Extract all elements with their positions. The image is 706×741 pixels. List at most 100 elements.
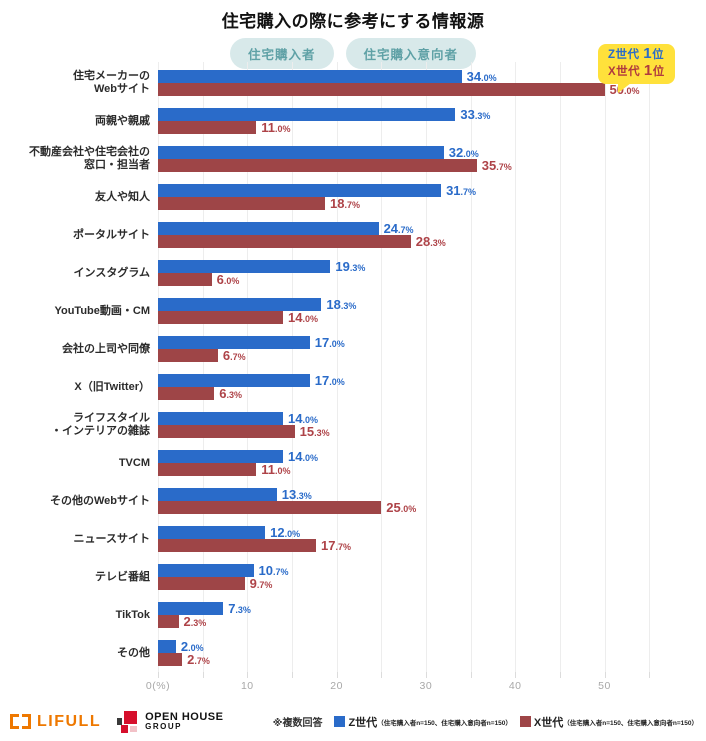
value-label: 6.3% <box>219 387 242 400</box>
value-int: 14 <box>288 411 303 426</box>
bar-group: 10.7% 9.7% <box>158 558 706 596</box>
category-label: ポータルサイト <box>0 216 158 254</box>
value-label: 34.0% <box>467 70 497 83</box>
value-int: 18 <box>329 196 345 211</box>
value-int: 17 <box>321 538 336 553</box>
category-label-line: TVCM <box>118 456 150 469</box>
value-int: 33 <box>460 107 475 122</box>
chart-row: 会社の上司や同僚 17.0% 6.7% <box>0 330 706 368</box>
value-label: 10.7% <box>259 564 289 577</box>
legend-detail: （住宅購入者n=150、住宅購入意向者n=150） <box>377 719 512 727</box>
bar-z-gen <box>158 374 310 387</box>
bar-z-gen <box>158 184 442 197</box>
badge-prospective-buyers: 住宅購入意向者 <box>345 38 477 69</box>
value-frac: .0% <box>329 377 345 387</box>
axis-tick <box>604 672 606 678</box>
value-int: 19 <box>335 259 350 274</box>
value-int: 32 <box>448 145 464 160</box>
value-label: 18.7% <box>330 197 360 210</box>
bar-z-gen <box>158 488 277 501</box>
value-int: 7 <box>228 601 236 616</box>
value-int: 13 <box>281 487 297 502</box>
value-frac: .7% <box>335 542 352 552</box>
axis-tick <box>425 672 427 678</box>
bar-z-gen <box>158 70 462 83</box>
gridline <box>158 62 159 672</box>
category-label-line: その他 <box>117 646 150 659</box>
gridline <box>559 62 561 672</box>
legend-swatch-icon <box>334 716 346 727</box>
category-label: TikTok <box>0 596 158 634</box>
bar-x-gen <box>158 463 257 476</box>
chart-row: YouTube動画・CM 18.3% 14.0% <box>0 292 706 330</box>
bar-z-gen <box>158 108 456 121</box>
category-label-line: 会社の上司や同僚 <box>62 342 150 355</box>
value-int: 2 <box>187 652 195 667</box>
openhouse-mark-block <box>121 725 129 733</box>
value-int: 28 <box>415 234 431 249</box>
openhouse-mark-block <box>117 718 123 725</box>
category-label: テレビ番組 <box>0 558 158 596</box>
category-label: ライフスタイル ・インテリアの雑誌 <box>0 406 158 444</box>
value-frac: .0% <box>481 73 497 83</box>
bar-group: 19.3% 6.0% <box>158 254 706 292</box>
value-label: 11.0% <box>261 463 290 476</box>
value-label: 14.0% <box>288 412 318 425</box>
value-label: 2.7% <box>187 653 210 666</box>
value-frac: .3% <box>474 111 491 121</box>
axis-tick-label: 30 <box>419 680 433 692</box>
category-label-line: ニュースサイト <box>73 532 150 545</box>
value-int: 18 <box>326 297 341 312</box>
bar-group: 13.3% 25.0% <box>158 482 706 520</box>
category-label-line: ライフスタイル <box>73 412 150 424</box>
gridline <box>291 62 293 672</box>
gridline <box>336 62 338 672</box>
category-label: インスタグラム <box>0 254 158 292</box>
bar-z-gen <box>158 146 444 159</box>
legend-item-x-gen: X世代 （住宅購入者n=150、住宅購入意向者n=150） <box>519 714 698 730</box>
value-label: 17.0% <box>315 374 345 387</box>
gridline <box>202 62 204 672</box>
value-frac: .0% <box>302 453 318 463</box>
value-int: 15 <box>299 424 315 439</box>
chart-rows: 住宅メーカーの Webサイト 34.0% 50.0% 両親や親戚 33.3% 11.0% 不動… <box>0 64 706 672</box>
legend-label: X世代 <box>533 716 564 729</box>
lifull-logo: LIFULL <box>10 713 101 731</box>
legend-detail: （住宅購入者n=150、住宅購入意向者n=150） <box>563 719 698 727</box>
value-label: 9.7% <box>250 577 273 590</box>
axis-tick-label: 0(%) <box>145 680 171 692</box>
legend-note: ※複数回答 <box>272 718 323 729</box>
value-frac: .0% <box>623 86 640 96</box>
value-label: 11.0% <box>261 121 290 134</box>
value-int: 14 <box>288 449 303 464</box>
chart-row: 不動産会社や住宅会社の 窓口・担当者 32.0% 35.7% <box>0 140 706 178</box>
category-label-line: 友人や知人 <box>95 190 150 203</box>
chart-row: ポータルサイト 24.7% 28.3% <box>0 216 706 254</box>
axis-tick <box>202 672 204 678</box>
category-label-line: インスタグラム <box>73 266 150 279</box>
value-frac: .0% <box>302 415 318 425</box>
value-label: 6.0% <box>217 273 240 286</box>
bar-x-gen <box>158 539 317 552</box>
value-label: 7.3% <box>228 602 251 615</box>
bar-x-gen <box>158 159 477 172</box>
openhouse-mark-block <box>130 726 138 732</box>
bar-group: 14.0% 15.3% <box>158 406 706 444</box>
category-label: YouTube動画・CM <box>0 292 158 330</box>
bar-x-gen <box>158 653 183 666</box>
value-int: 9 <box>249 576 257 591</box>
bar-group: 32.0% 35.7% <box>158 140 706 178</box>
chart-row: TVCM 14.0% 11.0% <box>0 444 706 482</box>
category-label-line: 住宅メーカーの <box>73 70 150 82</box>
chart-row: ライフスタイル ・インテリアの雑誌 14.0% 15.3% <box>0 406 706 444</box>
value-int: 17 <box>314 335 330 350</box>
category-label-line: YouTube動画・CM <box>54 304 150 317</box>
value-int: 35 <box>481 158 497 173</box>
bar-chart: 住宅メーカーの Webサイト 34.0% 50.0% 両親や親戚 33.3% 11.0% 不動… <box>0 62 706 672</box>
category-label-line: 両親や親戚 <box>95 114 150 127</box>
bar-z-gen <box>158 298 322 311</box>
bar-group: 33.3% 11.0% <box>158 102 706 140</box>
category-label: 不動産会社や住宅会社の 窓口・担当者 <box>0 140 158 178</box>
footer-logos: LIFULL OPEN HOUSE GROUP <box>0 710 223 733</box>
